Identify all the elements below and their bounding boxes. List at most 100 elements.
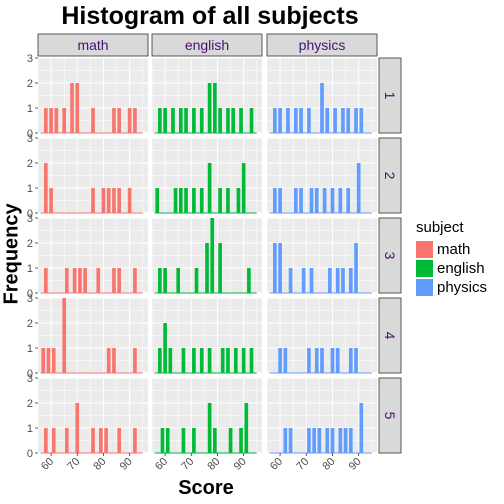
strip-row-label-1: 1 (382, 92, 398, 100)
bar-physics-3-1 (278, 243, 282, 293)
bar-english-4-6 (207, 348, 212, 373)
bar-math-5-1 (51, 428, 56, 453)
strip-row-label-2: 2 (382, 172, 398, 180)
bar-english-1-4 (184, 108, 188, 133)
bar-english-3-2 (176, 268, 181, 293)
bar-physics-2-5 (314, 188, 319, 213)
bar-physics-2-10 (356, 163, 361, 213)
bar-physics-4-2 (307, 348, 311, 373)
bar-math-5-4 (91, 428, 95, 453)
bar-english-5-3 (192, 428, 196, 453)
x-tick-label: 60 (153, 456, 170, 473)
bar-physics-4-6 (335, 348, 340, 373)
bar-physics-5-6 (330, 428, 335, 453)
strip-row-label-4: 4 (382, 332, 398, 340)
bar-english-4-8 (226, 348, 230, 373)
bar-math-3-2 (72, 268, 77, 293)
y-tick-label: 2 (27, 158, 33, 170)
bar-english-4-7 (220, 348, 225, 373)
bar-physics-2-2 (293, 188, 298, 213)
bar-physics-4-0 (278, 348, 282, 373)
bar-english-5-7 (239, 428, 243, 453)
bar-physics-2-9 (346, 188, 351, 213)
bar-math-4-0 (41, 348, 46, 373)
bar-physics-1-6 (320, 83, 324, 133)
bar-physics-4-3 (314, 348, 319, 373)
y-tick-label: 1 (27, 183, 33, 195)
strip-row-1 (378, 57, 402, 134)
bar-math-4-6 (133, 348, 137, 373)
bar-english-4-5 (199, 348, 204, 373)
bar-english-4-10 (241, 348, 246, 373)
bar-english-5-5 (213, 428, 217, 453)
x-axis-label: Score (178, 477, 234, 499)
bar-math-1-3 (62, 108, 67, 133)
strip-label-math: math (77, 37, 108, 53)
x-tick-label: 70 (294, 456, 311, 473)
bar-physics-4-4 (320, 348, 324, 373)
bar-english-4-3 (181, 348, 186, 373)
bar-math-1-6 (91, 108, 95, 133)
bar-english-1-0 (158, 108, 162, 133)
x-tick-label: 90 (232, 456, 249, 473)
bar-physics-5-1 (288, 428, 293, 453)
bar-physics-4-8 (354, 348, 358, 373)
bar-physics-1-8 (333, 108, 337, 133)
bar-physics-1-12 (359, 108, 364, 133)
bar-physics-1-9 (341, 108, 345, 133)
bar-english-2-9 (236, 188, 241, 213)
bar-math-4-4 (106, 348, 111, 373)
bar-physics-3-3 (301, 268, 306, 293)
bar-physics-2-8 (338, 188, 343, 213)
bar-math-3-6 (112, 268, 116, 293)
bar-math-1-1 (49, 108, 53, 133)
bar-math-3-7 (117, 268, 122, 293)
y-tick-label: 3 (27, 133, 33, 145)
bar-physics-5-8 (343, 428, 348, 453)
bar-english-5-0 (160, 428, 165, 453)
bar-math-1-8 (117, 108, 122, 133)
bar-math-1-4 (70, 83, 74, 133)
bar-physics-5-9 (348, 428, 353, 453)
bar-math-1-5 (75, 83, 80, 133)
bar-math-1-0 (44, 108, 48, 133)
legend-item-math: math (416, 240, 487, 258)
x-tick-label: 90 (118, 456, 135, 473)
bar-math-2-5 (112, 188, 116, 213)
strip-math (37, 33, 149, 57)
bar-math-3-5 (96, 268, 101, 293)
bar-physics-1-10 (346, 108, 351, 133)
bar-english-4-11 (249, 348, 254, 373)
bar-english-5-2 (181, 428, 186, 453)
y-axis-label: Frequency (0, 203, 23, 305)
x-tick-label: 60 (268, 456, 285, 473)
bar-math-2-6 (117, 188, 122, 213)
bar-english-1-10 (226, 108, 230, 133)
bar-math-2-2 (91, 188, 95, 213)
x-tick-label: 60 (39, 456, 56, 473)
legend-label-physics: physics (437, 278, 488, 296)
bar-english-1-12 (239, 108, 243, 133)
bar-math-4-1 (46, 348, 51, 373)
y-tick-label: 2 (27, 238, 33, 250)
y-tick-label: 0 (27, 448, 33, 460)
bar-physics-2-7 (330, 188, 335, 213)
bar-english-3-7 (247, 268, 251, 293)
bar-english-3-3 (194, 268, 199, 293)
x-tick-label: 90 (347, 456, 364, 473)
bar-english-1-6 (199, 108, 204, 133)
y-tick-label: 0 (27, 128, 33, 140)
bar-physics-4-1 (283, 348, 288, 373)
bar-math-2-4 (106, 188, 111, 213)
bar-physics-1-11 (354, 108, 358, 133)
bar-english-2-4 (192, 188, 196, 213)
legend-key-physics (416, 278, 433, 296)
bar-math-3-3 (78, 268, 82, 293)
y-tick-label: 3 (27, 293, 33, 305)
bar-english-4-9 (233, 348, 238, 373)
bar-physics-4-5 (330, 348, 335, 373)
y-tick-label: 2 (27, 318, 33, 330)
bar-physics-3-2 (288, 268, 293, 293)
bar-physics-5-4 (317, 428, 322, 453)
bar-physics-5-7 (338, 428, 343, 453)
